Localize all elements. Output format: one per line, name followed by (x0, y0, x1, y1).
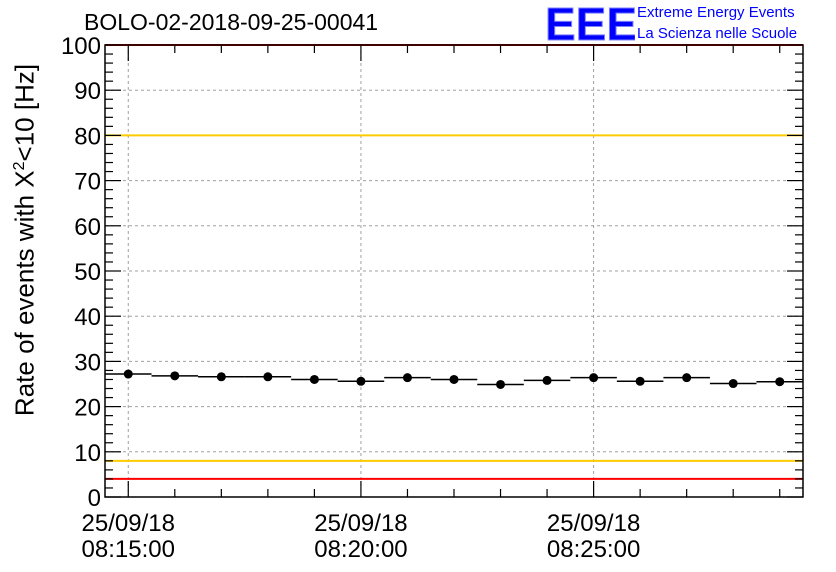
x-tick-label-date: 25/09/18 (82, 510, 175, 537)
y-tick-label: 0 (88, 485, 101, 512)
y-tick-label: 10 (74, 440, 101, 467)
y-tick-label: 70 (74, 169, 101, 196)
y-tick-label: 40 (74, 304, 101, 331)
x-tick-label-date: 25/09/18 (314, 510, 407, 537)
data-point (682, 373, 692, 383)
x-tick-label-date: 25/09/18 (547, 510, 640, 537)
logo-mark: EEE (545, 2, 635, 44)
data-point (170, 371, 180, 381)
eee-logo-icon: EEE (545, 2, 636, 44)
x-tick-label-time: 08:25:00 (547, 536, 640, 563)
x-tick-label-time: 08:15:00 (82, 536, 175, 563)
x-tick-label-time: 08:20:00 (314, 536, 407, 563)
data-point (496, 379, 506, 389)
data-point (123, 369, 133, 379)
data-point (589, 373, 599, 383)
y-tick-label: 60 (74, 214, 101, 241)
y-tick-label: 30 (74, 349, 101, 376)
y-tick-label: 50 (74, 259, 101, 286)
y-axis-label: Rate of events with X2<10 [Hz] (9, 63, 40, 417)
data-point (775, 377, 785, 387)
data-point (635, 376, 645, 386)
y-tick-label: 100 (61, 33, 101, 60)
y-tick-label: 90 (74, 78, 101, 105)
y-tick-label: 20 (74, 395, 101, 422)
data-point (263, 372, 273, 382)
logo-line-2: La Scienza nelle Scuole (637, 25, 798, 42)
data-point (542, 375, 552, 385)
data-point (728, 379, 738, 389)
data-point (402, 373, 412, 383)
y-tick-label: 80 (74, 123, 101, 150)
chart-title: BOLO-02-2018-09-25-00041 (84, 9, 379, 35)
data-point (309, 374, 319, 384)
data-point (216, 372, 226, 382)
y-axis-label-wrap: Rate of events with X2<10 [Hz] (8, 0, 42, 572)
data-point (356, 376, 366, 386)
logo-text: Extreme Energy Events La Scienza nelle S… (637, 2, 797, 44)
data-point (449, 374, 459, 384)
logo-line-1: Extreme Energy Events (637, 4, 795, 21)
